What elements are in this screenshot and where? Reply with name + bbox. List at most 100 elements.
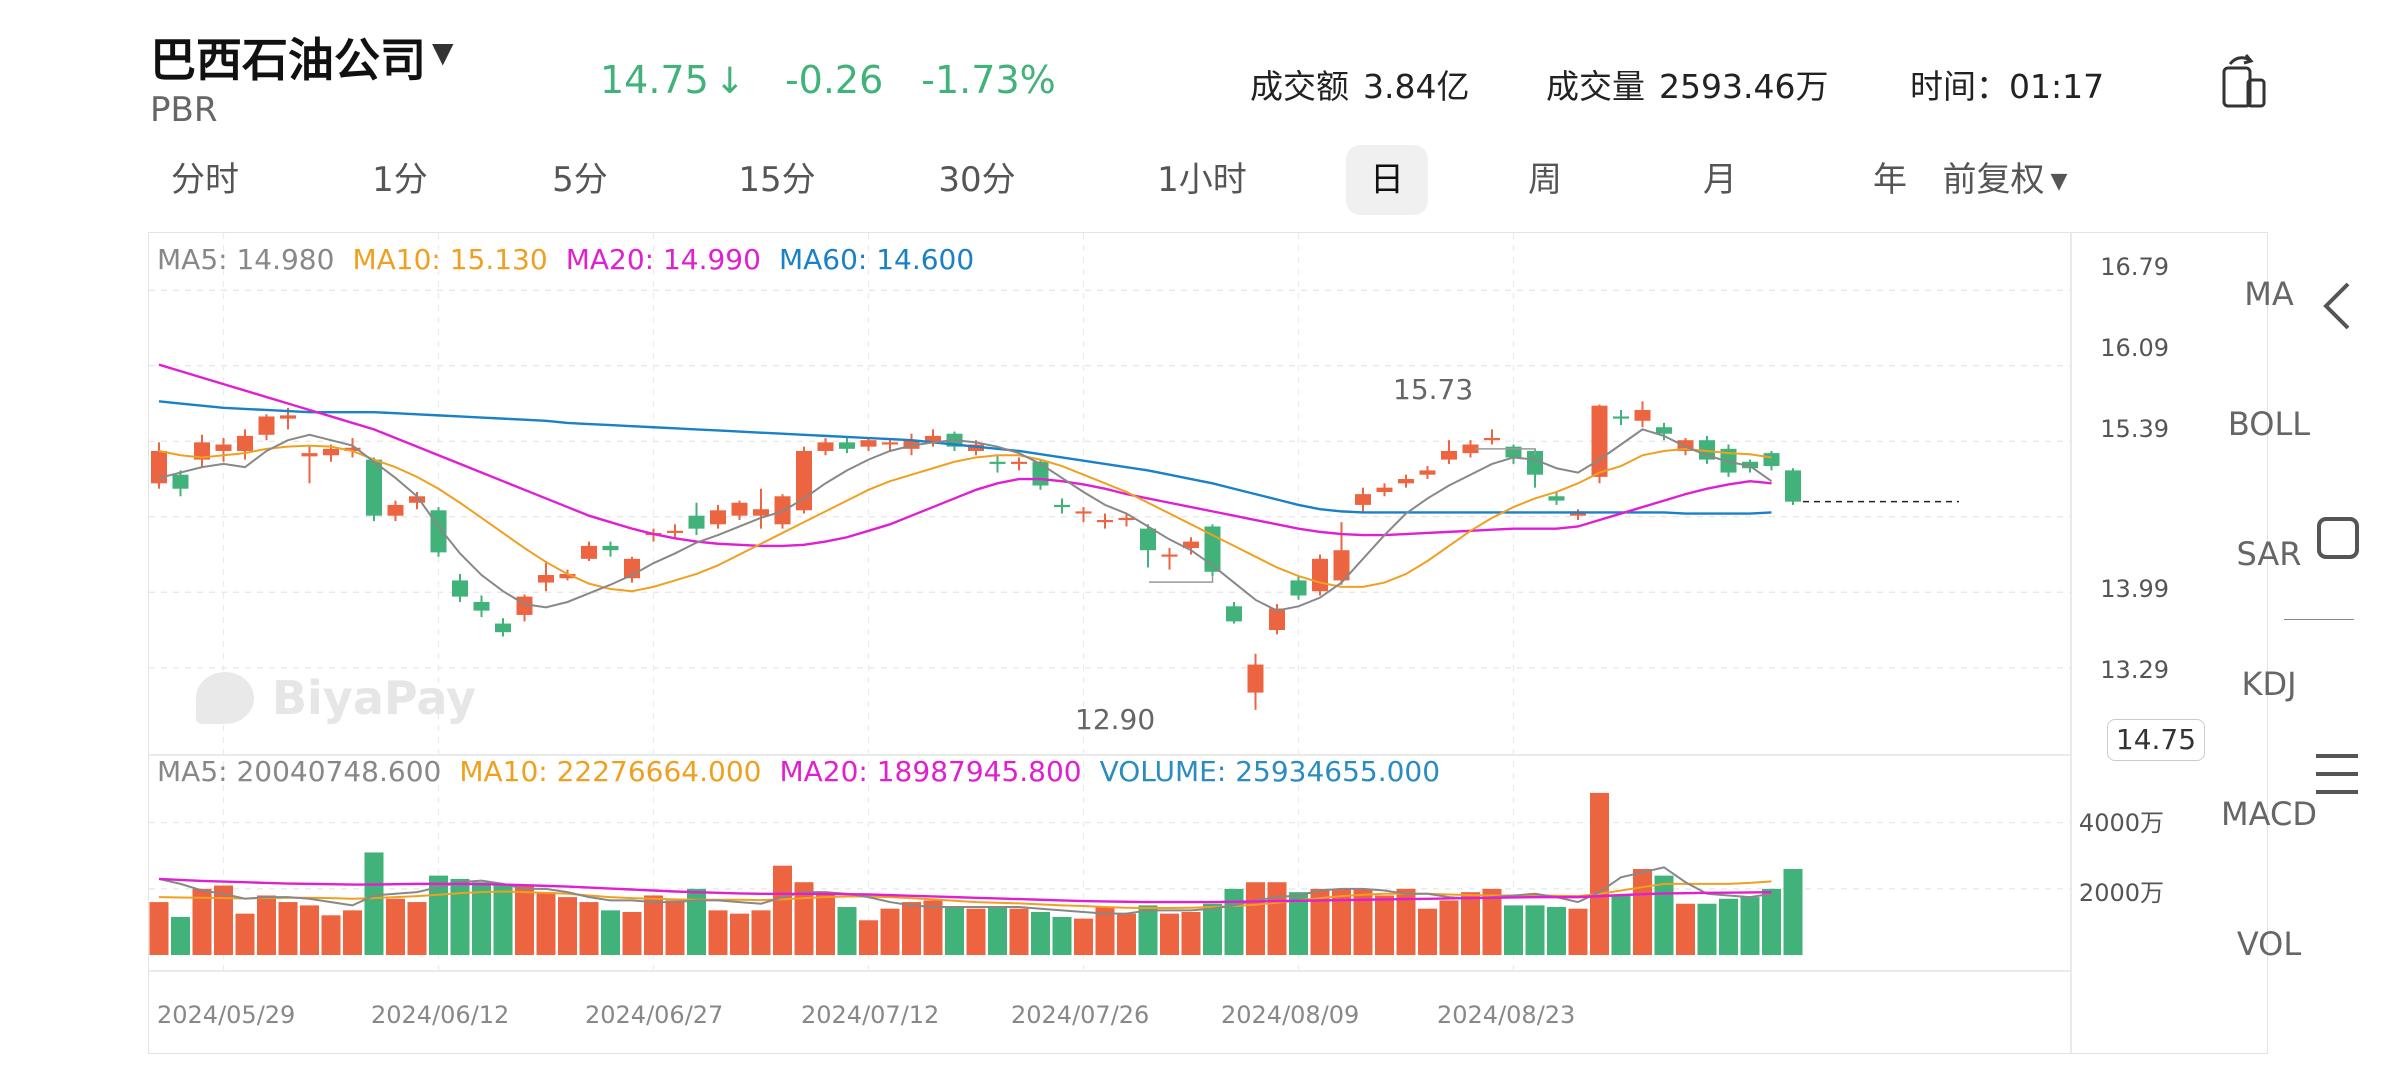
volume-bar xyxy=(1504,905,1523,955)
adjust-dropdown[interactable]: 前复权 ▼ xyxy=(1930,145,2080,215)
price-axis-tick: 15.39 xyxy=(2100,415,2169,443)
volume-bar xyxy=(235,913,255,955)
candle-body xyxy=(1075,511,1092,514)
tab-1min[interactable]: 1分 xyxy=(372,160,428,200)
company-dropdown-caret-icon[interactable]: ▼ xyxy=(432,36,454,69)
volume-bar xyxy=(321,915,341,955)
indicator-macd[interactable]: MACD xyxy=(2169,795,2369,833)
candle-body xyxy=(602,545,619,551)
candle-body xyxy=(1032,461,1049,486)
indicator-sar[interactable]: SAR xyxy=(2169,535,2369,573)
indicator-vol[interactable]: VOL xyxy=(2169,925,2369,963)
volume-bar xyxy=(171,916,190,955)
tab-month[interactable]: 月 xyxy=(1703,160,1737,200)
tab-1hour[interactable]: 1小时 xyxy=(1157,160,1247,200)
volume-bar xyxy=(1439,900,1459,955)
candle-body xyxy=(1376,487,1393,492)
back-icon[interactable] xyxy=(2318,278,2354,338)
kline-chart-panel[interactable]: BiyaPay MA5: 14.980 MA10: 15.130 MA20: 14.… xyxy=(148,232,2354,1054)
indicator-sar-label: SAR xyxy=(2236,535,2302,573)
date-label: 2024/07/12 xyxy=(801,1001,940,1029)
candle-body xyxy=(409,496,425,503)
candle-body xyxy=(1269,608,1285,631)
volume-bar xyxy=(149,902,169,955)
candle-body xyxy=(1312,558,1328,592)
candle-body xyxy=(1613,416,1629,419)
volume-axis-tick: 4000万 xyxy=(2078,809,2164,837)
date-label: 2024/06/12 xyxy=(371,1001,510,1029)
volume-bar xyxy=(1310,888,1330,955)
volume-bar xyxy=(343,910,362,955)
volume-bar xyxy=(665,900,685,955)
volume-bar xyxy=(214,885,233,955)
candle-body xyxy=(1398,479,1414,484)
candle-body xyxy=(1419,470,1436,475)
candle-body xyxy=(903,440,920,449)
tab-intraday[interactable]: 分时 xyxy=(171,160,239,200)
volume-bar xyxy=(1375,895,1394,955)
candle-body xyxy=(172,474,189,489)
candle-body xyxy=(301,453,318,457)
volume-bar xyxy=(1654,875,1674,955)
volume-bar xyxy=(1740,897,1760,955)
volume-bar xyxy=(1568,908,1588,955)
last-price: 14.75 xyxy=(600,58,709,102)
indicator-kdj[interactable]: KDJ xyxy=(2169,665,2369,703)
kline-chart[interactable] xyxy=(149,233,2267,1053)
turnover-stat: 成交额 3.84亿 xyxy=(1250,60,1469,108)
volume-bar xyxy=(902,902,921,955)
volume-label: 成交量 xyxy=(1546,67,1645,106)
tab-year[interactable]: 年 xyxy=(1873,160,1907,200)
volume-bar xyxy=(515,885,534,955)
legend-volume: VOLUME: 25934655.000 xyxy=(1099,755,1441,788)
volume-bar xyxy=(751,910,771,955)
time-label: 时间： xyxy=(1910,67,2009,106)
candle-body xyxy=(1505,446,1522,458)
tab-day[interactable]: 日 xyxy=(1346,145,1428,215)
candle-body xyxy=(344,447,361,451)
candle-body xyxy=(1226,606,1242,622)
volume-bar xyxy=(1138,905,1158,955)
volume-bar xyxy=(536,892,556,955)
volume-bar xyxy=(1719,898,1738,955)
tab-5min[interactable]: 5分 xyxy=(552,160,608,200)
date-label: 2024/08/23 xyxy=(1437,1001,1576,1029)
volume-bar xyxy=(601,910,620,955)
volume-bar xyxy=(300,905,319,955)
candle-body xyxy=(1548,496,1565,501)
price-axis-tick: 13.29 xyxy=(2100,656,2169,684)
candle-body xyxy=(1333,550,1350,581)
candle-body xyxy=(1011,461,1027,464)
company-name[interactable]: 巴西石油公司 xyxy=(150,33,426,87)
price-change-percent: -1.73% xyxy=(921,58,1056,102)
candle-body xyxy=(1247,664,1264,693)
volume-bar xyxy=(773,865,792,955)
high-leader-line xyxy=(1475,448,1536,455)
chevron-down-icon: ▼ xyxy=(2050,169,2068,194)
menu-icon[interactable] xyxy=(2314,752,2360,800)
volume-bar xyxy=(450,878,470,955)
price-change: -0.26 xyxy=(784,58,884,102)
indicator-boll[interactable]: BOLL xyxy=(2169,405,2369,443)
volume-bar xyxy=(257,895,276,955)
tab-week[interactable]: 周 xyxy=(1528,160,1562,200)
candle-body xyxy=(860,440,877,447)
candle-body xyxy=(194,442,210,460)
volume-bar xyxy=(687,888,706,955)
candle-body xyxy=(1140,528,1156,551)
tab-15min[interactable]: 15分 xyxy=(738,160,816,200)
share-rotate-icon[interactable] xyxy=(2220,52,2270,112)
indicator-kdj-label: KDJ xyxy=(2241,665,2297,703)
volume-bar xyxy=(1052,916,1072,955)
indicator-ma[interactable]: MA xyxy=(2169,275,2369,313)
volume-bar xyxy=(1762,888,1781,955)
home-icon[interactable] xyxy=(2316,516,2360,564)
high-price-annotation: 15.73 xyxy=(1393,373,1474,406)
legend-vol-ma5: MA5: 20040748.600 xyxy=(157,755,442,788)
candle-body xyxy=(1161,554,1178,557)
indicator-boll-label: BOLL xyxy=(2227,405,2311,443)
volume-bar xyxy=(859,920,878,955)
volume-bar xyxy=(945,907,964,955)
tab-30min[interactable]: 30分 xyxy=(938,160,1016,200)
time-value: 01:17 xyxy=(2009,67,2105,106)
